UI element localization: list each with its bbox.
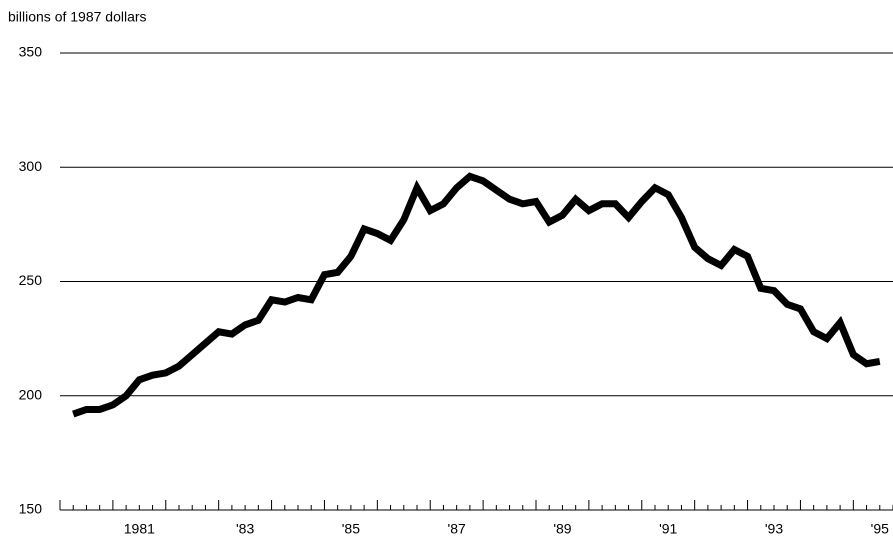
x-tick-label: '83 (236, 521, 254, 537)
y-tick-label: 200 (19, 386, 43, 402)
y-axis-label: billions of 1987 dollars (8, 9, 147, 25)
y-tick-label: 300 (19, 158, 43, 174)
x-tick-label: '89 (553, 521, 571, 537)
x-tick-label: '85 (342, 521, 360, 537)
y-tick-label: 250 (19, 272, 43, 288)
y-tick-label: 150 (19, 501, 43, 517)
x-tick-label: '87 (448, 521, 466, 537)
y-tick-label: 350 (19, 44, 43, 60)
x-tick-label: '91 (659, 521, 677, 537)
x-tick-label: '95 (871, 521, 889, 537)
x-tick-label: 1981 (124, 521, 155, 537)
x-tick-label: '93 (765, 521, 783, 537)
line (72, 172, 881, 418)
